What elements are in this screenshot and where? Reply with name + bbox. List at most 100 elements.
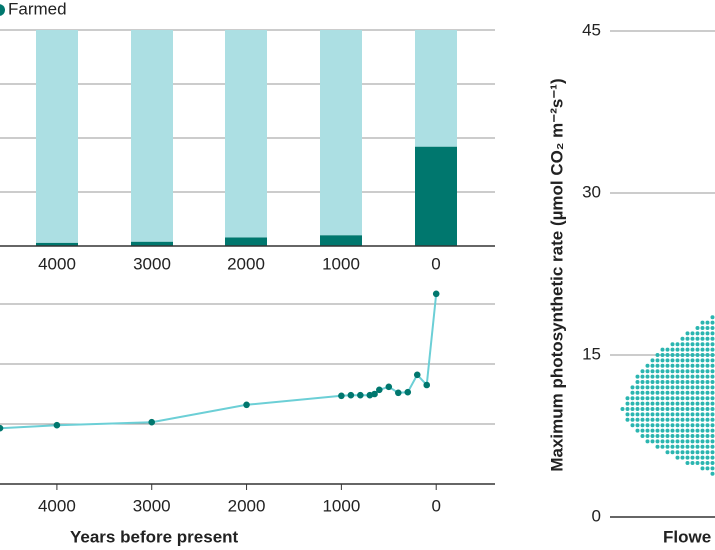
dot: [640, 428, 645, 433]
dot: [645, 385, 650, 390]
dot: [700, 466, 705, 471]
dot: [645, 423, 650, 428]
dot: [640, 390, 645, 395]
dot: [690, 401, 695, 406]
dot: [630, 390, 635, 395]
dot: [660, 401, 665, 406]
dot: [640, 407, 645, 411]
dot: [700, 450, 705, 455]
dot: [655, 385, 660, 390]
dot: [695, 412, 700, 417]
dot: [650, 369, 655, 374]
dot: [680, 439, 685, 444]
dot: [690, 428, 695, 433]
dot: [645, 363, 650, 368]
dot: [680, 423, 685, 428]
dot: [685, 390, 690, 395]
dot: [690, 417, 695, 422]
point: [347, 391, 355, 399]
dot: [680, 336, 685, 341]
point: [413, 371, 421, 379]
dot: [710, 466, 715, 471]
dot: [705, 342, 710, 347]
dot: [710, 385, 715, 390]
dot: [685, 428, 690, 433]
dot: [690, 331, 695, 336]
dot: [705, 347, 710, 352]
x-tick-label: 4000: [38, 254, 76, 273]
dot: [710, 363, 715, 368]
dot: [680, 380, 685, 384]
dot: [675, 396, 680, 401]
dot: [665, 347, 670, 352]
x-tick-label: 1000: [322, 496, 360, 515]
y-tick-label: 30: [582, 182, 601, 201]
dot: [675, 390, 680, 395]
dot: [695, 423, 700, 428]
dot: [675, 428, 680, 433]
dot: [660, 358, 665, 363]
dot: [685, 407, 690, 411]
dot: [685, 363, 690, 368]
dot: [655, 407, 660, 411]
dot: [675, 423, 680, 428]
dot: [710, 326, 715, 330]
dot: [675, 380, 680, 384]
dot: [705, 466, 710, 471]
dot: [670, 412, 675, 417]
dot: [680, 385, 685, 390]
dot: [690, 444, 695, 449]
dot: [675, 385, 680, 390]
dot: [665, 423, 670, 428]
dot: [705, 455, 710, 460]
dot: [695, 401, 700, 406]
dot: [705, 320, 710, 325]
point: [432, 290, 440, 298]
dot: [680, 407, 685, 411]
dot: [675, 342, 680, 347]
dot: [650, 380, 655, 384]
bar-segment: [415, 146, 457, 246]
dot: [635, 390, 640, 395]
point: [357, 391, 364, 399]
dot: [665, 407, 670, 411]
dot: [705, 331, 710, 336]
dot: [685, 450, 690, 455]
dot: [685, 401, 690, 406]
dot: [655, 417, 660, 422]
dot: [665, 417, 670, 422]
dot: [685, 396, 690, 401]
bar-segment: [320, 30, 362, 236]
y-axis-label: Maximum photosynthetic rate (µmol CO₂ m⁻…: [547, 78, 566, 471]
dot: [710, 461, 715, 465]
dot: [700, 434, 705, 438]
dot: [645, 428, 650, 433]
dot: [690, 412, 695, 417]
dot: [660, 444, 665, 449]
dot: [675, 444, 680, 449]
dot: [680, 369, 685, 374]
dot: [670, 353, 675, 357]
dot: [680, 390, 685, 395]
dot: [710, 450, 715, 455]
dot: [695, 407, 700, 411]
dot: [635, 428, 640, 433]
dot: [660, 380, 665, 384]
dot: [665, 434, 670, 438]
x-tick-label: 2000: [228, 496, 266, 515]
dot: [675, 417, 680, 422]
dot: [665, 439, 670, 444]
dot: [710, 331, 715, 336]
dot: [695, 417, 700, 422]
dot: [640, 396, 645, 401]
dot: [710, 401, 715, 406]
dot: [655, 353, 660, 357]
point: [394, 389, 402, 397]
dot: [690, 461, 695, 465]
dot: [665, 412, 670, 417]
dot: [695, 385, 700, 390]
dot: [695, 390, 700, 395]
dot: [645, 390, 650, 395]
dot: [665, 353, 670, 357]
dot: [670, 390, 675, 395]
